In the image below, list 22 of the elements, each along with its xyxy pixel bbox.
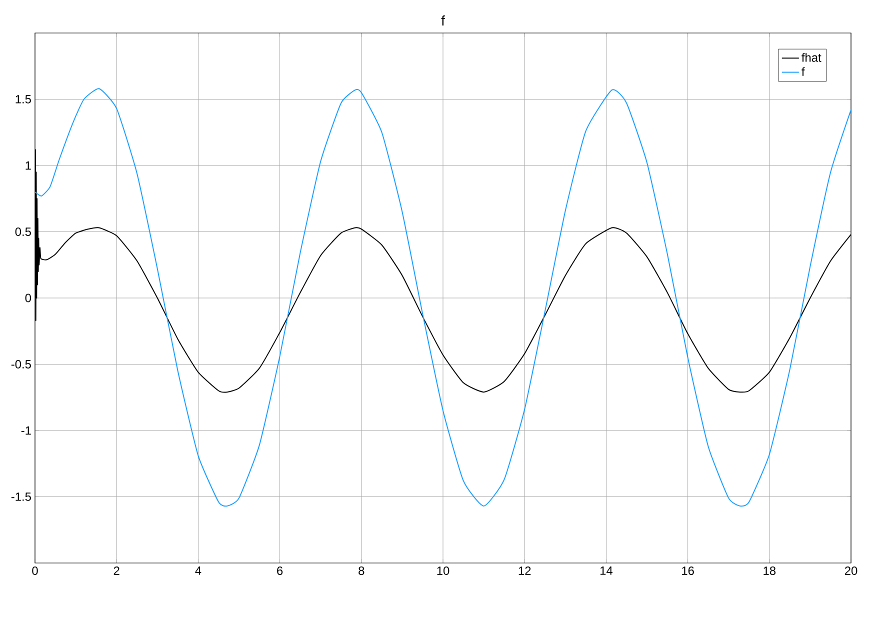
x-tick-label: 12: [518, 566, 531, 575]
y-tick-label: -0.5: [11, 360, 31, 368]
y-tick-label: 0.5: [15, 228, 31, 236]
x-tick-label: 20: [844, 566, 858, 575]
y-tick-label: -1.5: [11, 492, 31, 501]
x-tick-label: 8: [358, 566, 364, 575]
y-tick-label: 1: [26, 161, 31, 170]
x-tick-label: 10: [437, 566, 450, 575]
x-tick-label: 16: [682, 566, 694, 575]
y-tick-label: -1: [21, 426, 31, 435]
x-tick-label: 4: [195, 566, 202, 575]
y-tick-label: 0: [25, 294, 32, 302]
line-series: [35, 88, 852, 507]
chart-title: f: [441, 15, 445, 26]
x-tick-label: 6: [277, 566, 283, 575]
x-tick-label: 18: [764, 566, 776, 575]
x-tick-label: 0: [32, 566, 38, 575]
legend-label: fhat: [802, 53, 822, 62]
y-tick-label: 1.5: [16, 95, 31, 104]
x-tick-label: 2: [114, 566, 120, 575]
legend-label: f: [802, 67, 805, 76]
x-tick-label: 14: [600, 566, 612, 575]
